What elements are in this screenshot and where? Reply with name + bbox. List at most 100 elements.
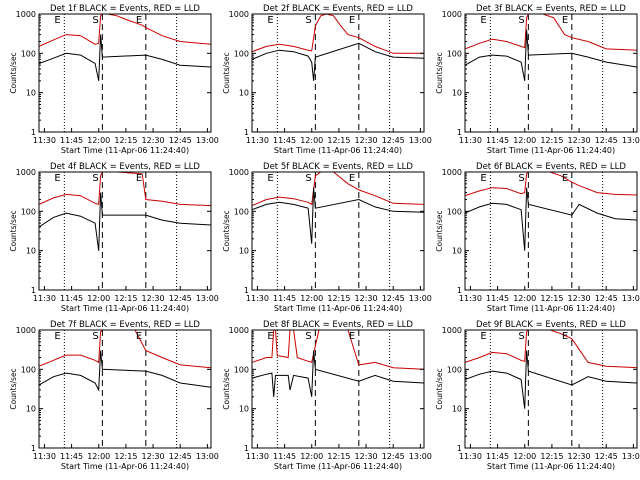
x-tick-label: 11:45 [60, 294, 83, 303]
series-black-line [39, 350, 211, 392]
x-tick-label: 11:30 [246, 136, 269, 145]
x-axis-label: Start Time (11-Apr-06 11:24:40) [487, 304, 615, 313]
x-axis-label: Start Time (11-Apr-06 11:24:40) [61, 462, 189, 471]
plot-area [465, 172, 637, 290]
x-tick-label: 13:00 [409, 136, 432, 145]
y-axis-label: Counts/sec [9, 210, 18, 251]
x-axis-label: Start Time (11-Apr-06 11:24:40) [487, 146, 615, 155]
x-tick-label: 12:30 [355, 294, 378, 303]
x-tick-label: 12:00 [513, 294, 536, 303]
x-tick-label: 12:00 [87, 136, 110, 145]
y-tick-label: 100 [447, 365, 462, 374]
axes-frame [38, 171, 212, 291]
x-tick-label: 12:45 [595, 452, 618, 461]
series-red-line [39, 172, 211, 207]
marker-label: E [480, 15, 486, 26]
x-tick-label: 11:45 [486, 136, 509, 145]
plot-area [252, 330, 424, 448]
x-tick-label: 12:45 [169, 294, 192, 303]
x-tick-label: 12:30 [142, 294, 165, 303]
y-tick-label: 100 [21, 365, 36, 374]
series-black-line [465, 187, 637, 251]
axes-frame [38, 13, 212, 133]
y-tick-label: 10 [26, 247, 36, 256]
x-tick-label: 11:45 [273, 452, 296, 461]
series-red-line [465, 14, 637, 51]
x-tick-label: 12:45 [169, 136, 192, 145]
y-tick-label: 10 [452, 405, 462, 414]
axes-frame [464, 329, 638, 449]
chart-title: Det 1f BLACK = Events, RED = LLD [50, 4, 200, 14]
marker-label: E [480, 173, 486, 184]
chart-title: Det 7f BLACK = Events, RED = LLD [50, 320, 200, 330]
x-tick-label: 12:45 [169, 452, 192, 461]
x-tick-label: 11:30 [33, 136, 56, 145]
plot-area [39, 14, 211, 132]
x-tick-label: 12:45 [382, 136, 405, 145]
series-black-line [252, 42, 424, 81]
y-tick-label: 1 [244, 286, 249, 295]
axes-frame [251, 13, 425, 133]
x-tick-label: 11:30 [246, 294, 269, 303]
axes-frame [251, 329, 425, 449]
marker-label: S [305, 15, 311, 26]
x-tick-label: 13:00 [196, 136, 219, 145]
x-tick-label: 11:45 [60, 452, 83, 461]
x-tick-label: 11:45 [273, 136, 296, 145]
plot-area [252, 172, 424, 290]
axes-frame [38, 329, 212, 449]
y-tick-label: 1 [457, 128, 462, 137]
plot-area [465, 330, 637, 448]
x-tick-label: 12:00 [300, 136, 323, 145]
plot-area [39, 172, 211, 290]
y-tick-label: 10 [239, 405, 249, 414]
y-tick-label: 1000 [442, 326, 462, 335]
chart-title: Det 2f BLACK = Events, RED = LLD [263, 4, 413, 14]
x-tick-label: 11:30 [459, 452, 482, 461]
y-tick-label: 1 [244, 444, 249, 453]
x-tick-label: 12:15 [540, 452, 563, 461]
series-black-line [465, 29, 637, 81]
marker-label: S [518, 15, 524, 26]
x-tick-label: 13:00 [622, 452, 640, 461]
marker-label: E [267, 173, 273, 184]
y-tick-label: 100 [234, 365, 249, 374]
y-tick-label: 1000 [229, 168, 249, 177]
x-tick-label: 12:15 [114, 136, 137, 145]
x-tick-label: 12:00 [513, 136, 536, 145]
y-axis-label: Counts/sec [435, 52, 444, 93]
y-tick-label: 100 [234, 207, 249, 216]
marker-label: S [305, 173, 311, 184]
y-tick-label: 10 [26, 89, 36, 98]
y-tick-label: 1 [31, 128, 36, 137]
x-tick-label: 11:30 [459, 136, 482, 145]
marker-label: E [562, 15, 568, 26]
y-tick-label: 1000 [16, 168, 36, 177]
marker-label: S [92, 15, 98, 26]
y-tick-label: 10 [452, 89, 462, 98]
series-red-line [465, 172, 637, 197]
y-tick-label: 10 [239, 247, 249, 256]
marker-label: S [305, 331, 311, 342]
marker-label: E [349, 331, 355, 342]
series-black-line [39, 34, 211, 81]
marker-label: E [54, 173, 60, 184]
x-tick-label: 12:00 [87, 294, 110, 303]
chart-title: Det 6f BLACK = Events, RED = LLD [476, 162, 626, 172]
series-black-line [252, 187, 424, 244]
marker-label: E [136, 173, 142, 184]
x-tick-label: 12:00 [87, 452, 110, 461]
x-tick-label: 13:00 [622, 136, 640, 145]
x-tick-label: 11:30 [459, 294, 482, 303]
x-tick-label: 12:45 [382, 294, 405, 303]
x-tick-label: 11:45 [486, 294, 509, 303]
y-axis-label: Counts/sec [9, 368, 18, 409]
y-tick-label: 1000 [229, 326, 249, 335]
y-tick-label: 1000 [16, 10, 36, 19]
x-tick-label: 12:30 [355, 452, 378, 461]
x-tick-label: 12:15 [327, 294, 350, 303]
